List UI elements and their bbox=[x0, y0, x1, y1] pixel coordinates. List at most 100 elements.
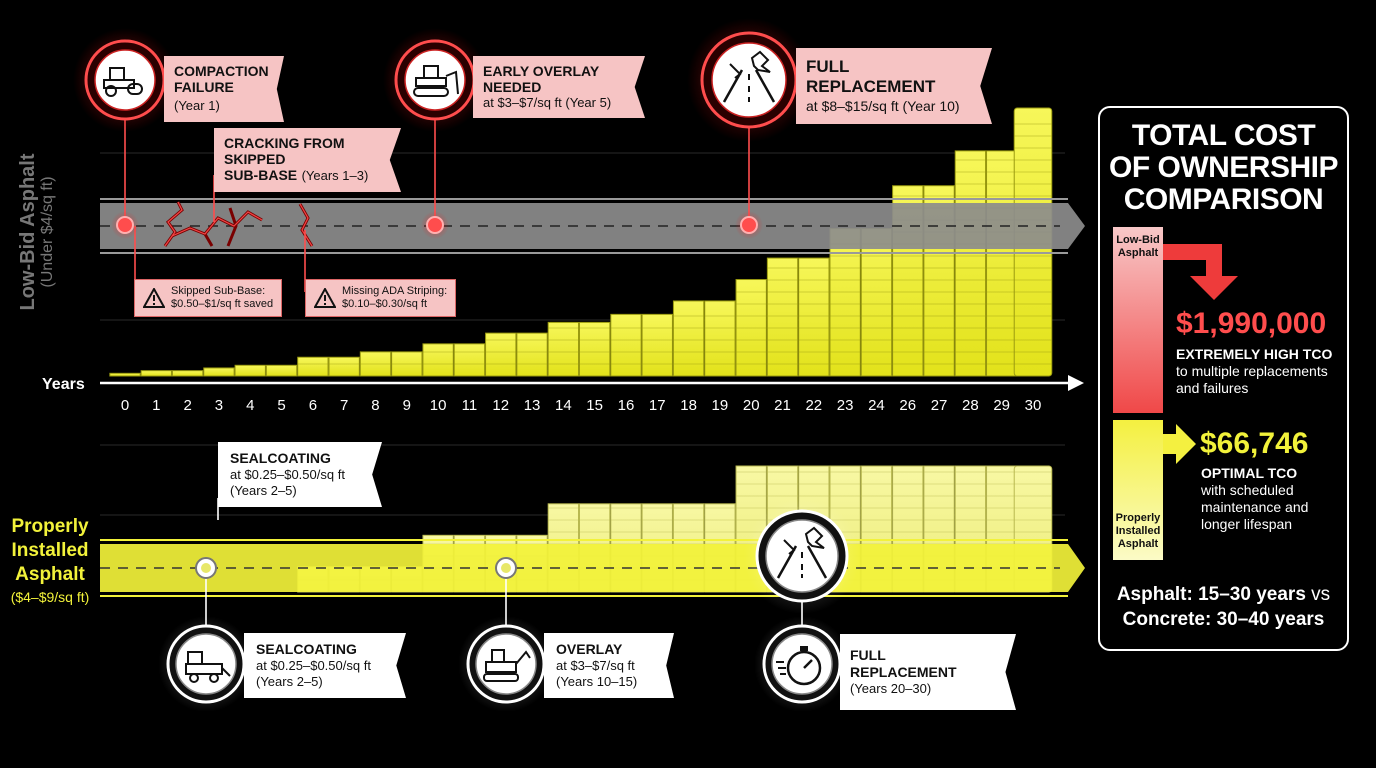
year-tick-label: 9 bbox=[403, 397, 411, 414]
year-tick-label: 22 bbox=[805, 397, 822, 414]
tco-proper-bar bbox=[1113, 420, 1163, 560]
concrete-lifespan: Concrete: 30–40 years bbox=[1122, 609, 1325, 630]
tco-proper-bar-label: Properly Installed Asphalt bbox=[1111, 512, 1165, 551]
year-tick-label: 2 bbox=[183, 397, 191, 414]
warning-sub: $0.50–$1/sq ft saved bbox=[171, 298, 274, 310]
tco-proper-value: $66,746 bbox=[1200, 427, 1309, 460]
year-tick-label: 5 bbox=[277, 397, 285, 414]
proper-road bbox=[100, 539, 1085, 597]
down-arrow-icon bbox=[1163, 244, 1238, 300]
low-bid-bar-15 bbox=[579, 321, 611, 377]
year-tick-label: 8 bbox=[371, 397, 379, 414]
sealcoating-top-flag: SEALCOATING at $0.25–$0.50/sq ft (Years … bbox=[218, 442, 382, 507]
desc-line: longer lifespan bbox=[1201, 516, 1293, 532]
bar-label-line: Asphalt bbox=[1117, 247, 1159, 259]
overlay-flag: OVERLAY at $3–$7/sq ft (Years 10–15) bbox=[544, 633, 674, 698]
proper-label-3: Asphalt bbox=[15, 564, 85, 585]
sealcoating-flag: SEALCOATING at $0.25–$0.50/sq ft (Years … bbox=[244, 633, 406, 698]
low-bid-bar-17 bbox=[641, 313, 673, 377]
year-tick-label: 4 bbox=[246, 397, 254, 414]
flag-sub: (Year 1) bbox=[174, 98, 220, 113]
low-bid-bar-0 bbox=[109, 372, 141, 377]
tco-title-2: OF OWNERSHIP bbox=[1108, 151, 1339, 184]
warning-sub: $0.10–$0.30/sq ft bbox=[342, 298, 428, 310]
low-bid-bar-23 bbox=[829, 228, 861, 377]
year-tick-label: 16 bbox=[618, 397, 635, 414]
flag-sub-1: at $0.25–$0.50/sq ft bbox=[256, 658, 371, 673]
tco-low-heading: EXTREMELY HIGH TCO bbox=[1176, 346, 1333, 362]
year-tick-label: 3 bbox=[215, 397, 223, 414]
low-bid-bar-4 bbox=[234, 364, 266, 377]
compaction-failure-flag: COMPACTION FAILURE (Year 1) bbox=[164, 56, 284, 122]
proper-side-label: Properly Installed Asphalt ($4–$9/sq ft) bbox=[2, 515, 98, 607]
proper-label-2: Installed bbox=[11, 540, 89, 561]
years-axis: Years bbox=[42, 375, 1084, 393]
flag-sub: at $3–$7/sq ft (Year 5) bbox=[483, 95, 612, 110]
tco-low-bar-label: Low-Bid Asphalt bbox=[1113, 234, 1163, 260]
asphalt-lifespan: Asphalt: 15–30 years bbox=[1116, 584, 1306, 605]
tco-proper-desc: with scheduled maintenance and longer li… bbox=[1201, 482, 1351, 533]
tco-low-value: $1,990,000 bbox=[1176, 307, 1327, 340]
warning-title: Missing ADA Striping: bbox=[342, 285, 448, 297]
low-bid-side-label: Low-Bid Asphalt (Under $4/sq ft) bbox=[17, 137, 57, 327]
flag-title: EARLY OVERLAY NEEDED bbox=[483, 63, 599, 95]
year-tick-label: 6 bbox=[309, 397, 317, 414]
flag-title: FULL REPLACEMENT bbox=[850, 647, 957, 680]
low-bid-bar-16 bbox=[610, 313, 642, 377]
bar-label-line: Low-Bid bbox=[1116, 234, 1160, 246]
flag-sub-2: (Years 2–5) bbox=[256, 674, 323, 689]
low-bid-bar-19 bbox=[704, 300, 736, 377]
flag-sub-1: at $0.25–$0.50/sq ft bbox=[230, 467, 345, 482]
full-replacement-flag: FULL REPLACEMENT at $8–$15/sq ft (Year 1… bbox=[796, 48, 992, 124]
low-bid-bar-7 bbox=[328, 356, 360, 377]
year-tick-label: 19 bbox=[712, 397, 729, 414]
warning-title: Skipped Sub-Base: bbox=[171, 285, 266, 297]
bulldozer-icon bbox=[383, 28, 487, 132]
desc-line: with scheduled bbox=[1201, 482, 1294, 498]
desc-line: to multiple replacements bbox=[1176, 363, 1328, 379]
sealcoat-truck-icon bbox=[158, 616, 254, 712]
low-bid-bar-10 bbox=[422, 343, 454, 377]
right-arrow-icon bbox=[1163, 424, 1196, 464]
low-bid-bar-12 bbox=[485, 332, 517, 377]
year-tick-labels: 0 1 2 3 4 5 6 7 8 9 10 11 12 13 14 15 16 17 18 19 20 21 22 23 24… bbox=[121, 397, 1042, 414]
x-axis-label: Years bbox=[42, 376, 85, 393]
proper-label-1: Properly bbox=[11, 516, 89, 537]
flag-title: FULL REPLACEMENT bbox=[806, 57, 936, 96]
low-bid-bar-18 bbox=[672, 300, 705, 377]
full-replacement-proper-flag: FULL REPLACEMENT (Years 20–30) bbox=[840, 634, 1016, 710]
proper-markers bbox=[195, 557, 517, 579]
tco-comparison-panel: TOTAL COST OF OWNERSHIP COMPARISON Low-B… bbox=[1098, 106, 1349, 651]
year-tick-label: 30 bbox=[1025, 397, 1042, 414]
year-tick-label: 17 bbox=[649, 397, 666, 414]
low-bid-bar-13 bbox=[516, 332, 548, 377]
warning-icon bbox=[314, 288, 336, 308]
warning-icon bbox=[143, 288, 165, 308]
year-tick-label: 0 bbox=[121, 397, 129, 414]
year-tick-label: 12 bbox=[492, 397, 509, 414]
flag-title: CRACKING FROM SKIPPED bbox=[224, 135, 345, 167]
flag-title: SEALCOATING bbox=[230, 450, 331, 466]
early-overlay-flag: EARLY OVERLAY NEEDED at $3–$7/sq ft (Yea… bbox=[473, 56, 645, 118]
year-tick-label: 15 bbox=[586, 397, 603, 414]
low-bid-bar-1 bbox=[140, 370, 172, 377]
tco-low-desc: to multiple replacements and failures bbox=[1176, 363, 1346, 397]
year-tick-label: 26 bbox=[899, 397, 916, 414]
tco-bars bbox=[1113, 227, 1238, 560]
flag-title: COMPACTION bbox=[174, 63, 269, 79]
year-tick-label: 21 bbox=[774, 397, 791, 414]
tco-proper-heading: OPTIMAL TCO bbox=[1201, 465, 1298, 481]
flag-title: OVERLAY bbox=[556, 641, 623, 657]
road-crack-icon bbox=[687, 18, 811, 142]
year-tick-label: 11 bbox=[462, 397, 478, 414]
year-tick-label: 14 bbox=[555, 397, 572, 414]
low-bid-bar-3 bbox=[203, 367, 235, 377]
low-bid-price: (Under $4/sq ft) bbox=[39, 176, 56, 288]
vs-text: vs bbox=[1311, 584, 1331, 605]
bar-label-line: Asphalt bbox=[1117, 538, 1159, 550]
flag-title: SEALCOATING bbox=[256, 641, 357, 657]
tco-title-1: TOTAL COST bbox=[1131, 119, 1316, 152]
low-bid-bar-24 bbox=[860, 228, 893, 377]
desc-line: maintenance and bbox=[1201, 499, 1309, 515]
